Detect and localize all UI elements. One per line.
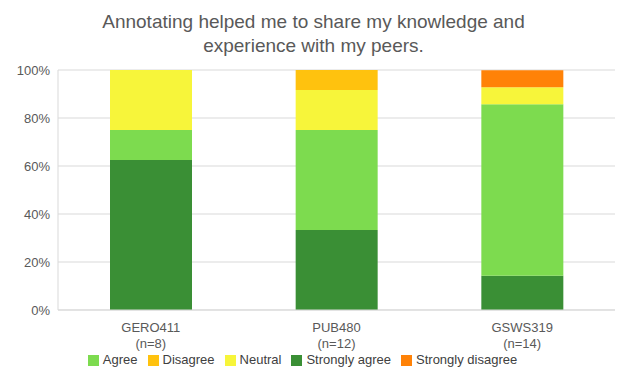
html-text:Strongly agree: Strongly agree xyxy=(306,352,391,367)
svg-text:60%: 60% xyxy=(24,159,50,174)
svg-text:GERO411(n=8): GERO411(n=8) xyxy=(121,320,180,351)
svg-text:GSWS319(n=14): GSWS319(n=14) xyxy=(491,320,552,351)
svg-text:PUB480(n=12): PUB480(n=12) xyxy=(312,320,360,351)
svg-text:80%: 80% xyxy=(24,111,50,126)
html-text:Disagree: Disagree xyxy=(162,352,215,367)
html-text:Agree: Agree xyxy=(102,352,138,367)
svg-text:40%: 40% xyxy=(24,207,50,222)
html-text:Strongly disagree: Strongly disagree xyxy=(416,352,518,367)
html-text:Neutral: Neutral xyxy=(239,352,282,367)
svg-text:20%: 20% xyxy=(24,255,50,270)
svg-text:100%: 100% xyxy=(17,63,51,78)
html-text:Annotating helped me to share: Annotating helped me to share my knowled… xyxy=(102,11,525,56)
svg-text:0%: 0% xyxy=(31,303,50,318)
